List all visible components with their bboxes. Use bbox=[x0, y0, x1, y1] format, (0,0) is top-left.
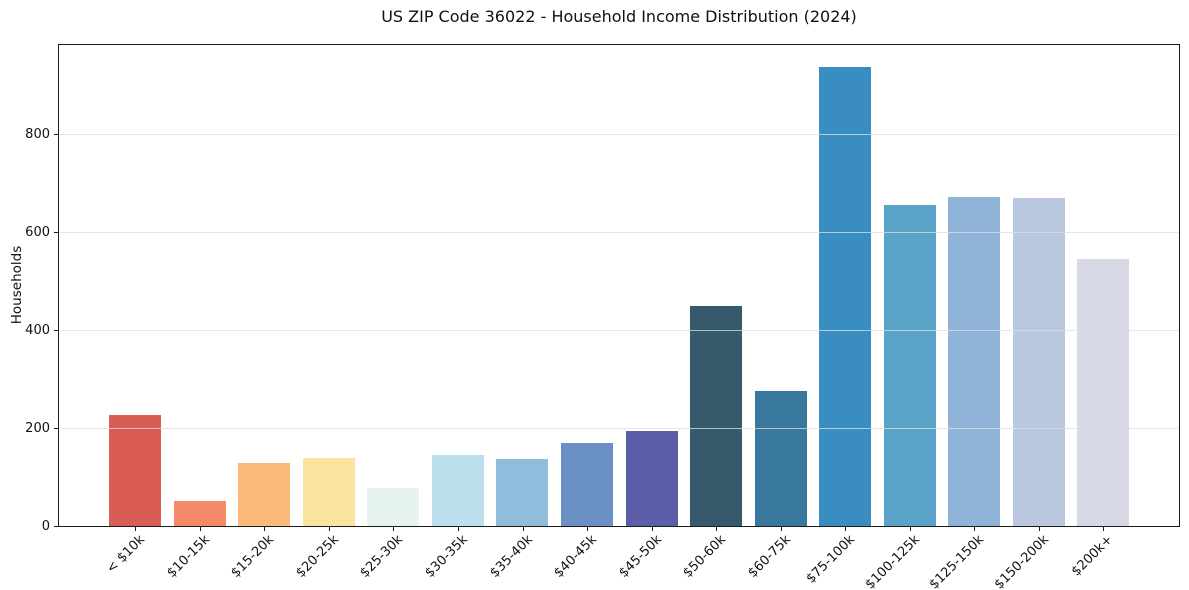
x-tick-mark-6 bbox=[457, 527, 459, 531]
x-tick-label-1: < $10k bbox=[104, 532, 149, 577]
x-tick-mark-4 bbox=[328, 527, 330, 531]
y-tick-mark-400 bbox=[54, 329, 58, 331]
gridline-800 bbox=[59, 133, 1179, 135]
bar-3 bbox=[238, 462, 291, 526]
x-tick-mark-1 bbox=[135, 527, 137, 531]
gridline-400 bbox=[59, 329, 1179, 331]
chart-title: US ZIP Code 36022 - Household Income Dis… bbox=[381, 7, 857, 26]
plot-area bbox=[58, 44, 1180, 527]
bar-15 bbox=[1012, 197, 1065, 526]
x-tick-mark-7 bbox=[522, 527, 524, 531]
x-tick-mark-14 bbox=[974, 527, 976, 531]
x-tick-mark-8 bbox=[587, 527, 588, 531]
x-tick-mark-2 bbox=[199, 527, 201, 531]
x-tick-mark-11 bbox=[780, 527, 782, 531]
x-tick-mark-13 bbox=[909, 527, 911, 531]
y-tick-label-600: 600 bbox=[25, 224, 50, 240]
y-tick-mark-800 bbox=[54, 133, 58, 135]
bar-5 bbox=[367, 487, 420, 526]
bar-13 bbox=[883, 204, 936, 526]
x-tick-mark-15 bbox=[1038, 527, 1040, 531]
x-tick-mark-16 bbox=[1103, 527, 1105, 531]
bar-10 bbox=[690, 306, 743, 526]
bar-2 bbox=[173, 501, 226, 526]
bar-1 bbox=[109, 415, 162, 526]
y-tick-mark-200 bbox=[54, 427, 58, 429]
gridline-200 bbox=[59, 427, 1179, 429]
bar-9 bbox=[625, 431, 678, 526]
y-tick-label-0: 0 bbox=[41, 519, 50, 534]
bar-7 bbox=[496, 458, 549, 526]
bar-14 bbox=[948, 196, 1001, 526]
x-tick-mark-10 bbox=[716, 527, 718, 531]
x-tick-mark-12 bbox=[845, 527, 847, 531]
x-tick-mark-9 bbox=[651, 527, 653, 531]
x-tick-mark-5 bbox=[393, 527, 395, 531]
bar-12 bbox=[819, 67, 872, 526]
y-axis-label: Households bbox=[9, 245, 25, 325]
bar-11 bbox=[754, 391, 807, 526]
bar-6 bbox=[431, 454, 484, 526]
y-tick-label-800: 800 bbox=[25, 126, 50, 142]
y-tick-mark-600 bbox=[54, 231, 58, 233]
y-tick-label-200: 200 bbox=[25, 420, 50, 436]
bar-4 bbox=[302, 457, 355, 526]
gridline-600 bbox=[59, 231, 1179, 233]
bar-16 bbox=[1077, 258, 1130, 526]
x-tick-mark-3 bbox=[264, 527, 266, 531]
y-tick-mark-0 bbox=[54, 526, 58, 527]
bar-8 bbox=[561, 442, 613, 526]
y-tick-label-400: 400 bbox=[25, 322, 50, 338]
